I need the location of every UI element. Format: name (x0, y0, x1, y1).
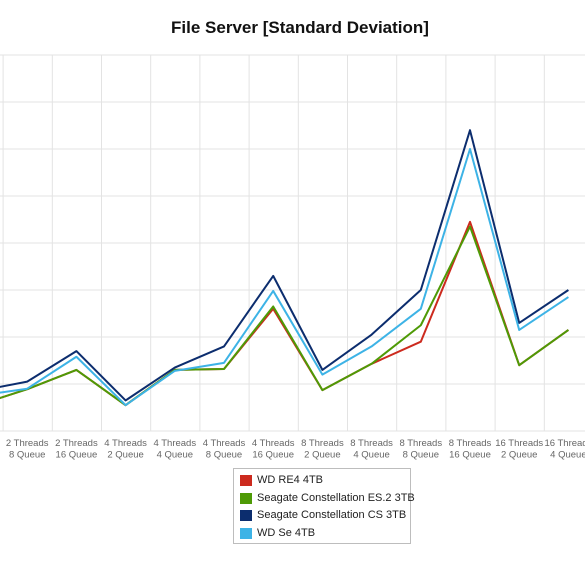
legend-swatch (240, 527, 252, 539)
legend-label: WD Se 4TB (257, 526, 316, 539)
x-tick-label-8: 8 Threads 4 Queue (350, 438, 393, 461)
x-tick-label-10: 8 Threads 16 Queue (449, 438, 492, 461)
x-tick-label-4: 4 Threads 4 Queue (153, 438, 196, 461)
series-line-0 (0, 220, 569, 407)
legend-swatch (240, 510, 252, 521)
series-line-1 (0, 225, 569, 407)
legend-swatch (240, 475, 252, 486)
grid-lines (0, 54, 585, 432)
chart-title: File Server [Standard Deviation] (171, 18, 429, 37)
legend-label: Seagate Constellation CS 3TB (257, 509, 407, 521)
series-lines (0, 129, 569, 407)
legend: WD RE4 4TB Seagate Constellation ES.2 3TB… (233, 468, 415, 544)
legend-swatch (240, 492, 252, 504)
series-line-3 (0, 148, 569, 407)
x-tick-label-6: 4 Threads 16 Queue (252, 438, 295, 461)
x-tick-label-3: 4 Threads 2 Queue (104, 438, 147, 461)
x-tick-label-2: 2 Threads 16 Queue (55, 438, 98, 461)
series-line-2 (0, 129, 569, 402)
x-tick-label-5: 4 Threads 8 Queue (203, 438, 246, 461)
x-tick-label-1: 2 Threads 8 Queue (6, 438, 49, 461)
x-tick-label-11: 16 Threads 2 Queue (495, 438, 543, 461)
x-tick-label-9: 8 Threads 8 Queue (399, 438, 442, 461)
legend-label: WD RE4 4TB (257, 474, 324, 486)
legend-label: Seagate Constellation ES.2 3TB (257, 491, 415, 504)
x-tick-label-7: 8 Threads 2 Queue (301, 438, 344, 461)
